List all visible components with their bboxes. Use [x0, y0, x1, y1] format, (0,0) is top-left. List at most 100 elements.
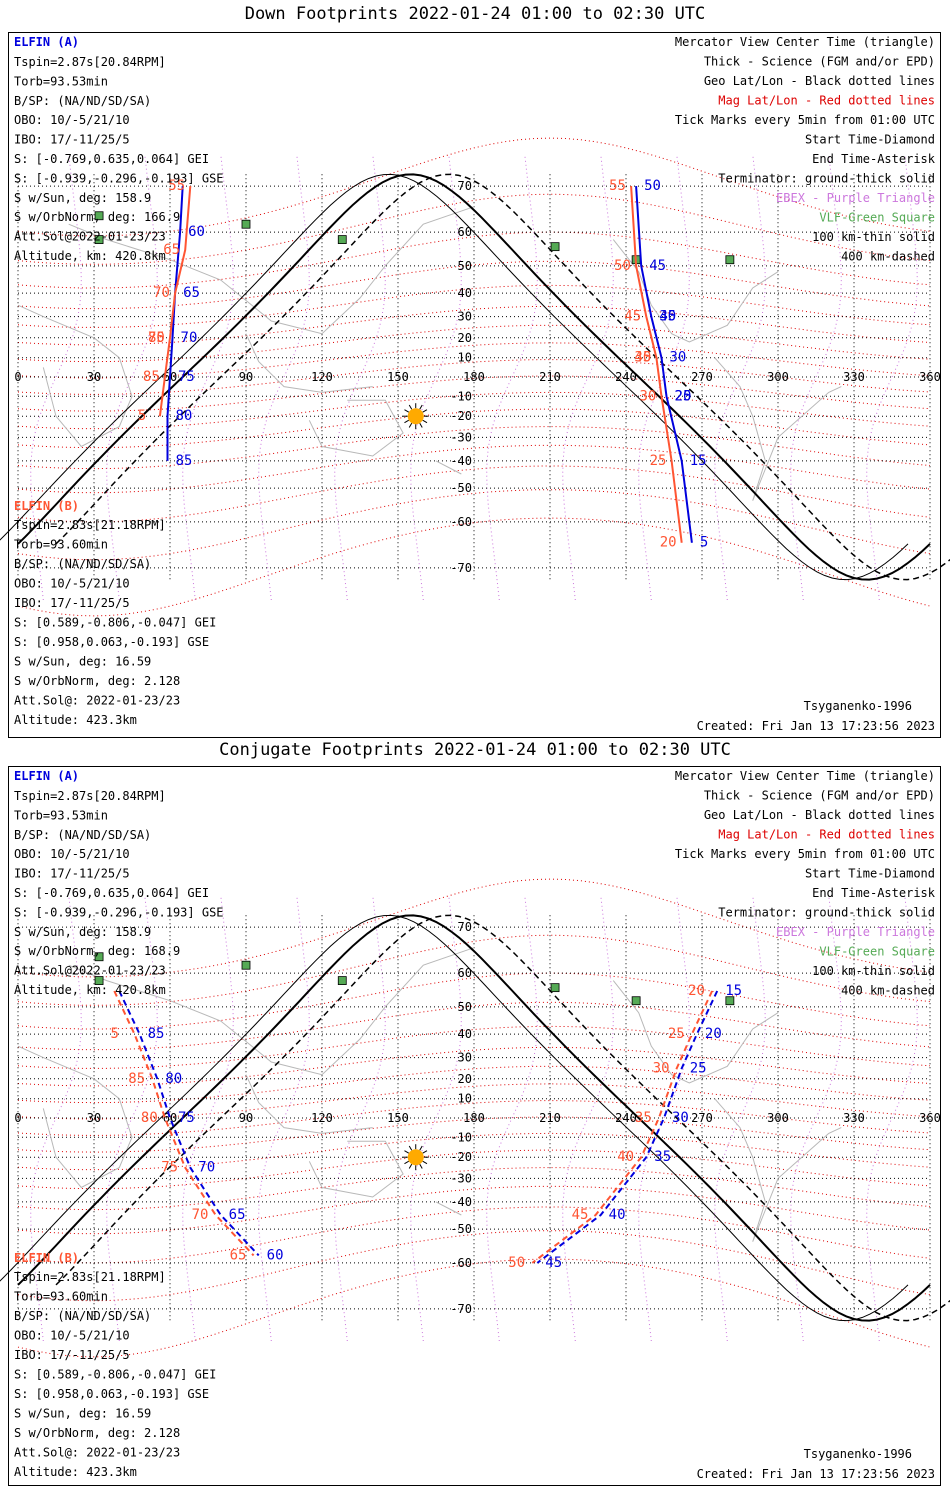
elfin-a-track-west-tick-label: 80: [165, 1071, 182, 1087]
mag-lon-line: [486, 894, 538, 1342]
lat-tick-label: 30: [458, 1051, 472, 1065]
lon-tick-label: 330: [843, 1111, 865, 1125]
legend-line: EBEX - Purple Triangle: [776, 191, 935, 205]
sun-ray: [422, 1160, 428, 1165]
elfin-b-track-east-tick-label: 55: [609, 178, 626, 194]
elfin-b-info-line: B/SP: (NA/ND/SD/SA): [14, 1309, 151, 1323]
elfin-b-track-east-tick-label: 35: [635, 1110, 652, 1126]
vlf-station-square: [550, 983, 560, 993]
sun-ray: [422, 1150, 428, 1154]
elfin-a-track-west-tick-label: 80: [175, 408, 192, 424]
sun-ray: [419, 1163, 423, 1169]
legend-line: 100 km-thin solid: [812, 964, 935, 978]
elfin-a-info-line: S: [-0.939,-0.296,-0.193] GSE: [14, 905, 224, 919]
legend-line: 400 km-dashed: [841, 250, 935, 264]
mag-lon-line: [562, 894, 614, 1342]
elfin-b-info-line: B/SP: (NA/ND/SD/SA): [14, 557, 151, 571]
elfin-a-info-line: S w/OrbNorm, deg: 168.9: [14, 944, 180, 958]
legend-line: Start Time-Diamond: [805, 867, 935, 881]
lat-tick-label: 60: [458, 225, 472, 239]
lat-tick-label: -70: [450, 561, 472, 575]
mag-lat-line: [17, 1185, 931, 1235]
model-name: Tsyganenko-1996: [804, 699, 912, 713]
panel-title-down: Down Footprints 2022-01-24 01:00 to 02:3…: [244, 4, 706, 24]
mag-lon-line: [258, 153, 310, 601]
coastline: [612, 239, 779, 343]
elfin-a-name: ELFIN (A): [14, 35, 79, 49]
legend-line: End Time-Asterisk: [812, 152, 936, 166]
panel-title-conjugate: Conjugate Footprints 2022-01-24 01:00 to…: [219, 740, 731, 760]
coastline: [245, 1074, 373, 1134]
lat-tick-label: 60: [458, 966, 472, 980]
elfin-a-track-east-tick-label: 40: [609, 1207, 626, 1223]
lat-tick-label: 40: [458, 1027, 472, 1041]
elfin-a-info-line: S: [-0.769,0.635,0.064] GEI: [14, 886, 209, 900]
elfin-a-track-west-tick-label: 65: [229, 1207, 246, 1223]
elfin-b-info-line: Tspin=2.83s[21.18RPM]: [14, 1270, 166, 1284]
mag-lat-line: [17, 972, 931, 1030]
elfin-a-info-line: Att.Sol@2022-01-23/23: [14, 964, 166, 978]
elfin-b-info-line: IBO: 17/-11/25/5: [14, 1348, 130, 1362]
legend-line: Geo Lat/Lon - Black dotted lines: [704, 808, 935, 822]
elfin-a-track-west-tick-label: 85: [148, 1026, 165, 1042]
legend-line: End Time-Asterisk: [812, 886, 936, 900]
sun-ray: [422, 419, 428, 424]
mag-lat-line: [17, 444, 931, 494]
elfin-b-track-west-tick-label: 75: [148, 330, 165, 346]
mag-lat-line: [17, 137, 931, 237]
elfin-b-track-west-tick-label: 75: [161, 1160, 178, 1176]
elfin-b-track-east-tick-label: 50: [508, 1255, 525, 1271]
elfin-b-info-line: Altitude: 423.3km: [14, 1465, 137, 1479]
lon-tick-label: 210: [539, 1111, 561, 1125]
vlf-station-square: [94, 235, 104, 244]
mag-lat-line: [17, 284, 931, 328]
sun-icon: [407, 408, 424, 425]
lat-tick-label: -10: [450, 389, 472, 403]
model-name: Tsyganenko-1996: [804, 1447, 912, 1461]
elfin-a-track-east-tick-label: 30: [672, 1110, 689, 1126]
elfin-b-info-line: S: [0.589,-0.806,-0.047] GEI: [14, 1368, 216, 1382]
vlf-station-square: [337, 235, 347, 244]
sun-ray: [419, 404, 423, 410]
lat-tick-label: -40: [450, 454, 472, 468]
elfin-b-track-west-tick-label: 85: [143, 369, 160, 385]
legend-line: Terminator: ground-thick solid: [718, 172, 935, 186]
lat-tick-label: 30: [458, 310, 472, 324]
elfin-b-track-west-tick-label: 65: [230, 1247, 247, 1263]
sun-ray: [422, 409, 428, 413]
lat-tick-label: 20: [458, 1072, 472, 1086]
coastline: [17, 304, 133, 448]
mag-lat-line: [17, 934, 931, 1006]
mag-lon-line: [714, 153, 766, 601]
elfin-a-info-line: S: [-0.939,-0.296,-0.193] GSE: [14, 171, 224, 185]
terminator-400km: [55, 173, 950, 581]
lat-tick-label: -10: [450, 1130, 472, 1144]
vlf-station-square: [725, 255, 735, 265]
elfin-b-info-line: S w/Sun, deg: 16.59: [14, 655, 151, 669]
mag-lon-line: [486, 153, 538, 601]
mag-lon-line: [258, 894, 310, 1342]
lat-tick-label: 50: [458, 259, 472, 273]
elfin-a-track-east-tick-label: 50: [644, 178, 661, 194]
elfin-b-track-east-tick-label: 50: [614, 258, 631, 274]
mag-lat-line: [17, 193, 931, 265]
elfin-a-info-line: S w/Sun, deg: 158.9: [14, 925, 151, 939]
elfin-a-track-east: [536, 990, 719, 1264]
elfin-a-info-line: S w/Sun, deg: 158.9: [14, 191, 151, 205]
legend-line: VLF-Green Square: [819, 945, 935, 959]
elfin-a-name: ELFIN (A): [14, 769, 79, 783]
elfin-a-info-line: S w/OrbNorm, deg: 166.9: [14, 210, 180, 224]
lat-tick-label: 50: [458, 1000, 472, 1014]
legend-line: 400 km-dashed: [841, 984, 935, 998]
elfin-a-track-east-tick-label: 35: [659, 309, 676, 325]
coastline: [714, 357, 842, 501]
elfin-a-track-east-tick-label: 25: [690, 1060, 707, 1076]
lon-tick-label: 180: [463, 370, 485, 384]
legend-line: Mercator View Center Time (triangle): [675, 35, 935, 49]
vlf-station-square: [241, 960, 251, 970]
elfin-a-info-line: IBO: 17/-11/25/5: [14, 133, 130, 147]
elfin-a-track-east-tick-label: 15: [725, 983, 742, 999]
mag-lat-line: [17, 878, 931, 978]
elfin-a-track-west-tick-label: 60: [267, 1247, 284, 1263]
mag-lon-line: [638, 894, 690, 1342]
